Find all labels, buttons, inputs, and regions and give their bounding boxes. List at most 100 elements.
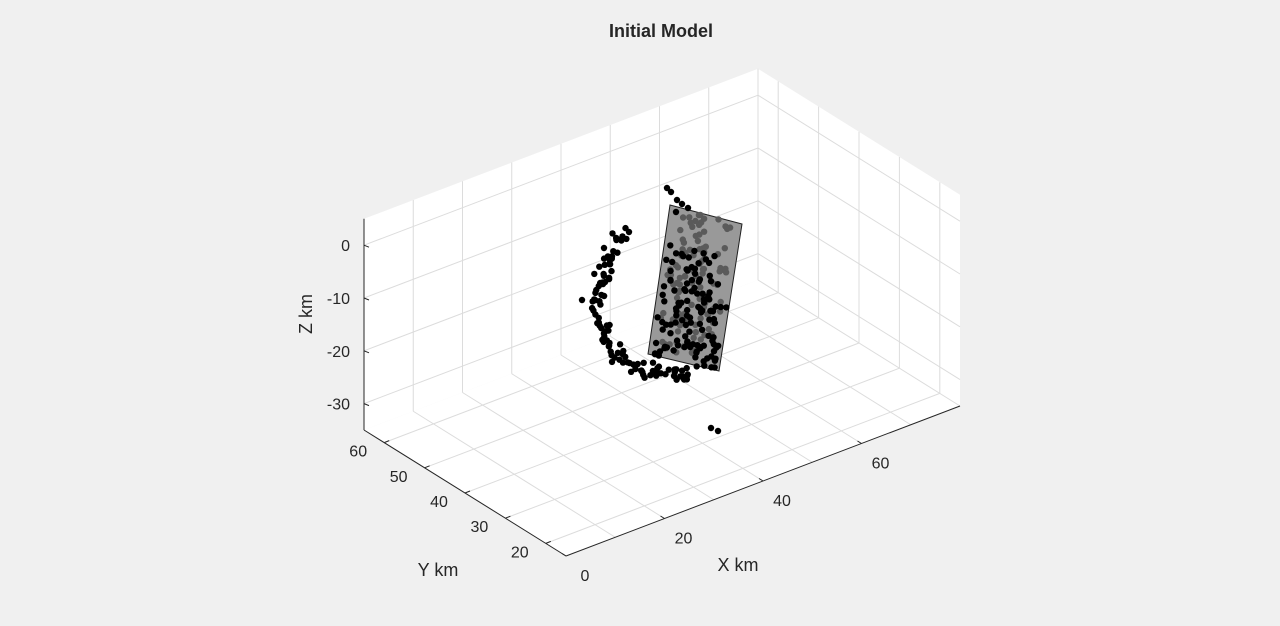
event-point	[697, 284, 704, 291]
event-point	[678, 200, 686, 208]
event-point	[578, 296, 586, 304]
z-axis-label: Z km	[296, 294, 316, 334]
event-point	[665, 366, 672, 373]
event-point	[662, 321, 670, 328]
event-point	[695, 303, 702, 311]
event-point	[652, 339, 660, 347]
event-point	[694, 290, 701, 297]
event-point	[715, 216, 722, 223]
event-point	[625, 228, 633, 236]
grid-line-y	[505, 367, 900, 519]
event-point	[667, 267, 674, 275]
event-point	[596, 322, 603, 329]
event-point	[674, 328, 682, 335]
event-point	[675, 302, 683, 309]
event-point	[677, 226, 684, 234]
z-tick-label: -10	[327, 291, 350, 308]
y-tick-label: 60	[349, 444, 367, 461]
event-point	[706, 316, 713, 323]
event-point	[712, 355, 719, 362]
y-tick-mark	[464, 490, 471, 494]
y-tick-label: 50	[390, 469, 408, 486]
event-point	[707, 424, 715, 432]
event-point	[683, 376, 691, 383]
event-point	[721, 245, 728, 252]
event-point	[693, 349, 700, 356]
grid-line-z	[757, 253, 961, 381]
event-point	[649, 367, 657, 375]
x-tick-label: 60	[872, 456, 890, 473]
event-point	[700, 215, 708, 222]
x-tick-mark	[660, 515, 665, 519]
event-point	[605, 342, 613, 349]
event-point	[684, 297, 691, 304]
event-point	[691, 270, 699, 277]
y-tick-mark	[505, 515, 511, 519]
event-point	[684, 306, 691, 314]
event-point	[638, 367, 645, 374]
event-point	[699, 266, 707, 273]
x-tick-mark	[857, 440, 862, 444]
event-point	[683, 312, 691, 319]
event-point	[697, 309, 705, 316]
x-axis-label: X km	[717, 555, 758, 575]
event-point	[672, 250, 680, 257]
event-point	[605, 274, 613, 281]
event-point	[717, 303, 724, 311]
event-point	[706, 289, 713, 296]
event-point	[598, 291, 605, 299]
event-point	[688, 349, 696, 356]
event-point	[712, 303, 719, 310]
y-tick-mark	[545, 540, 551, 544]
z-tick-mark	[363, 403, 370, 407]
event-point	[619, 233, 626, 240]
event-point	[687, 219, 694, 226]
event-points-front	[578, 184, 734, 435]
event-point	[679, 214, 687, 221]
event-point	[726, 224, 734, 231]
event-point	[655, 350, 662, 358]
event-point	[714, 281, 722, 288]
event-point	[614, 349, 622, 356]
event-point	[670, 347, 677, 354]
event-point	[591, 270, 598, 278]
event-point	[692, 232, 699, 240]
event-point	[722, 265, 729, 272]
event-point	[632, 365, 639, 373]
event-point	[673, 294, 681, 302]
event-points-back	[588, 224, 691, 383]
event-point	[608, 267, 615, 275]
event-point	[711, 252, 718, 260]
event-point	[616, 356, 623, 363]
event-point	[588, 304, 596, 312]
event-point	[610, 248, 617, 255]
x-tick-mark	[758, 478, 764, 482]
event-point	[599, 336, 606, 343]
event-point	[663, 256, 670, 263]
event-point	[692, 329, 699, 336]
event-point	[593, 286, 600, 294]
event-point	[676, 274, 684, 282]
event-point	[659, 291, 666, 298]
event-point	[686, 214, 693, 221]
event-point	[682, 321, 690, 329]
event-point	[694, 237, 702, 245]
event-point	[679, 236, 686, 243]
event-point	[693, 363, 700, 370]
event-point	[723, 304, 730, 311]
event-point	[699, 290, 706, 297]
grid-line-z	[363, 94, 759, 246]
event-point	[640, 359, 647, 366]
event-point	[661, 298, 668, 305]
event-point	[682, 333, 689, 340]
event-point	[691, 265, 699, 272]
event-point	[709, 337, 716, 344]
event-point	[691, 247, 698, 255]
x-tick-label: 0	[581, 568, 590, 585]
event-point	[622, 353, 629, 361]
event-point	[661, 343, 669, 350]
event-point	[702, 243, 709, 250]
event-point	[674, 279, 681, 287]
event-point	[694, 342, 701, 349]
event-point	[705, 332, 712, 339]
